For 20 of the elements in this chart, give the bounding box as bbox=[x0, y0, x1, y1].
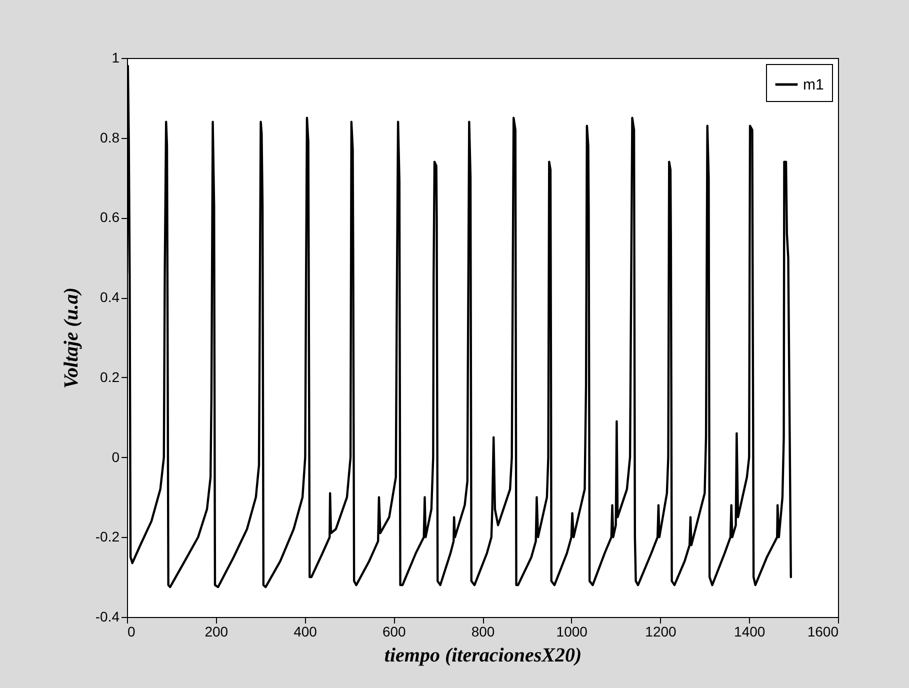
y-tick-label: -0.2 bbox=[95, 528, 120, 545]
x-axis-title: tiempo (iteracionesX20) bbox=[384, 644, 582, 666]
y-tick-label: 0.8 bbox=[100, 129, 120, 146]
x-tick-label: 1200 bbox=[645, 624, 677, 640]
y-tick-label: -0.4 bbox=[95, 608, 120, 624]
y-tick-label: 0.2 bbox=[100, 368, 120, 385]
x-tick-label: 1400 bbox=[734, 624, 766, 640]
y-tick-label: 0.6 bbox=[100, 209, 120, 226]
y-tick-label: 1 bbox=[112, 50, 120, 66]
legend-label: m1 bbox=[803, 76, 824, 94]
x-tick-label: 1600 bbox=[807, 624, 839, 640]
x-tick-label: 400 bbox=[294, 624, 318, 640]
y-tick-label: 0.4 bbox=[100, 289, 120, 306]
y-tick-label: 0 bbox=[112, 448, 120, 465]
x-tick-label: 0 bbox=[128, 624, 136, 640]
x-tick-label: 600 bbox=[382, 624, 406, 640]
y-axis-title: Voltaje (u.a) bbox=[60, 287, 82, 389]
x-tick-label: 200 bbox=[204, 624, 228, 640]
x-tick-label: 1000 bbox=[556, 624, 588, 640]
x-tick-label: 800 bbox=[471, 624, 495, 640]
